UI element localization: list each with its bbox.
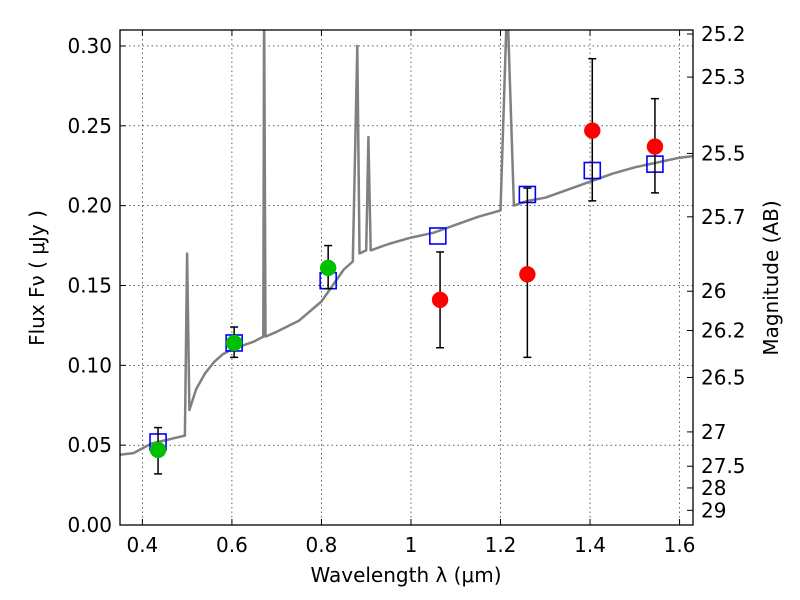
- right-tick-label: 27: [701, 420, 726, 444]
- x-tick-label: 1.6: [664, 533, 696, 557]
- right-tick-label: 25.7: [701, 205, 746, 229]
- right-tick-label: 26.2: [701, 319, 746, 343]
- right-tick-label: 29: [701, 498, 726, 522]
- y-tick-label: 0.15: [67, 273, 112, 297]
- green-data-point: [319, 259, 337, 277]
- green-data-point: [225, 334, 243, 352]
- x-tick-label: 0.8: [306, 533, 338, 557]
- right-tick-label: 27.5: [701, 454, 746, 478]
- model-photometry-square: [429, 227, 447, 245]
- y-tick-label: 0.10: [67, 353, 112, 377]
- data-layer: [120, 30, 693, 475]
- y-tick-label: 0.30: [67, 34, 112, 58]
- right-tick-label: 25.3: [701, 65, 746, 89]
- right-tick-label: 26: [701, 279, 726, 303]
- x-tick-label: 1.2: [485, 533, 517, 557]
- red-data-point: [431, 291, 449, 309]
- y-tick-label: 0.00: [67, 513, 112, 537]
- x-tick-label: 0.4: [126, 533, 158, 557]
- plot-frame: [119, 29, 694, 526]
- y-tick-label: 0.20: [67, 194, 112, 218]
- right-tick-label: 28: [701, 476, 726, 500]
- grid-lines: [120, 30, 693, 526]
- y-tick-label: 0.05: [67, 433, 112, 457]
- axis-ticks: 0.4 0.6 0.8 1 1.2 1.4 1.6 0.00 0.05 0.10 0.15 0.20 0…: [67, 22, 745, 557]
- y-axis-label: Flux Fν ( μJy ): [25, 210, 49, 346]
- model-spectrum-line: [120, 30, 693, 456]
- x-tick-label: 1: [405, 533, 418, 557]
- y-tick-label: 0.25: [67, 114, 112, 138]
- right-tick-label: 25.2: [701, 22, 746, 46]
- x-tick-label: 0.6: [216, 533, 248, 557]
- green-data-point: [149, 441, 167, 459]
- red-data-point: [519, 266, 536, 283]
- right-tick-label: 26.5: [701, 365, 746, 389]
- x-axis-label: Wavelength λ (μm): [310, 563, 501, 587]
- red-data-point: [584, 122, 601, 139]
- right-tick-label: 25.5: [701, 141, 746, 165]
- right-axis-label: Magnitude (AB): [759, 200, 783, 355]
- red-data-point: [646, 138, 664, 155]
- x-tick-label: 1.4: [574, 533, 606, 557]
